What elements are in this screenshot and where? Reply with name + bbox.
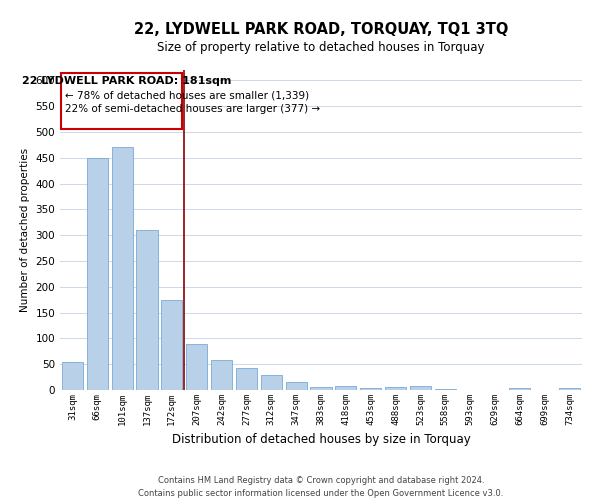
Y-axis label: Number of detached properties: Number of detached properties [20, 148, 30, 312]
Bar [559, 388, 580, 390]
Bar [161, 300, 182, 390]
Bar [410, 386, 431, 390]
Bar [261, 374, 282, 390]
Bar [62, 362, 83, 390]
Text: Size of property relative to detached houses in Torquay: Size of property relative to detached ho… [157, 41, 485, 54]
Bar [112, 148, 133, 390]
Bar [335, 386, 356, 390]
Bar [509, 388, 530, 390]
Bar [310, 387, 332, 390]
Text: Contains HM Land Registry data © Crown copyright and database right 2024.
Contai: Contains HM Land Registry data © Crown c… [139, 476, 503, 498]
X-axis label: Distribution of detached houses by size in Torquay: Distribution of detached houses by size … [172, 434, 470, 446]
Bar [435, 389, 456, 390]
Bar [360, 388, 381, 390]
Text: 22 LYDWELL PARK ROAD: 181sqm: 22 LYDWELL PARK ROAD: 181sqm [22, 76, 232, 86]
Text: 22, LYDWELL PARK ROAD, TORQUAY, TQ1 3TQ: 22, LYDWELL PARK ROAD, TORQUAY, TQ1 3TQ [134, 22, 508, 38]
FancyBboxPatch shape [61, 72, 182, 130]
Text: ← 78% of detached houses are smaller (1,339): ← 78% of detached houses are smaller (1,… [65, 90, 309, 101]
Bar [87, 158, 108, 390]
Bar [236, 368, 257, 390]
Bar [186, 344, 207, 390]
Text: 22% of semi-detached houses are larger (377) →: 22% of semi-detached houses are larger (… [65, 104, 320, 114]
Bar [385, 387, 406, 390]
Bar [286, 382, 307, 390]
Bar [211, 360, 232, 390]
Bar [136, 230, 158, 390]
